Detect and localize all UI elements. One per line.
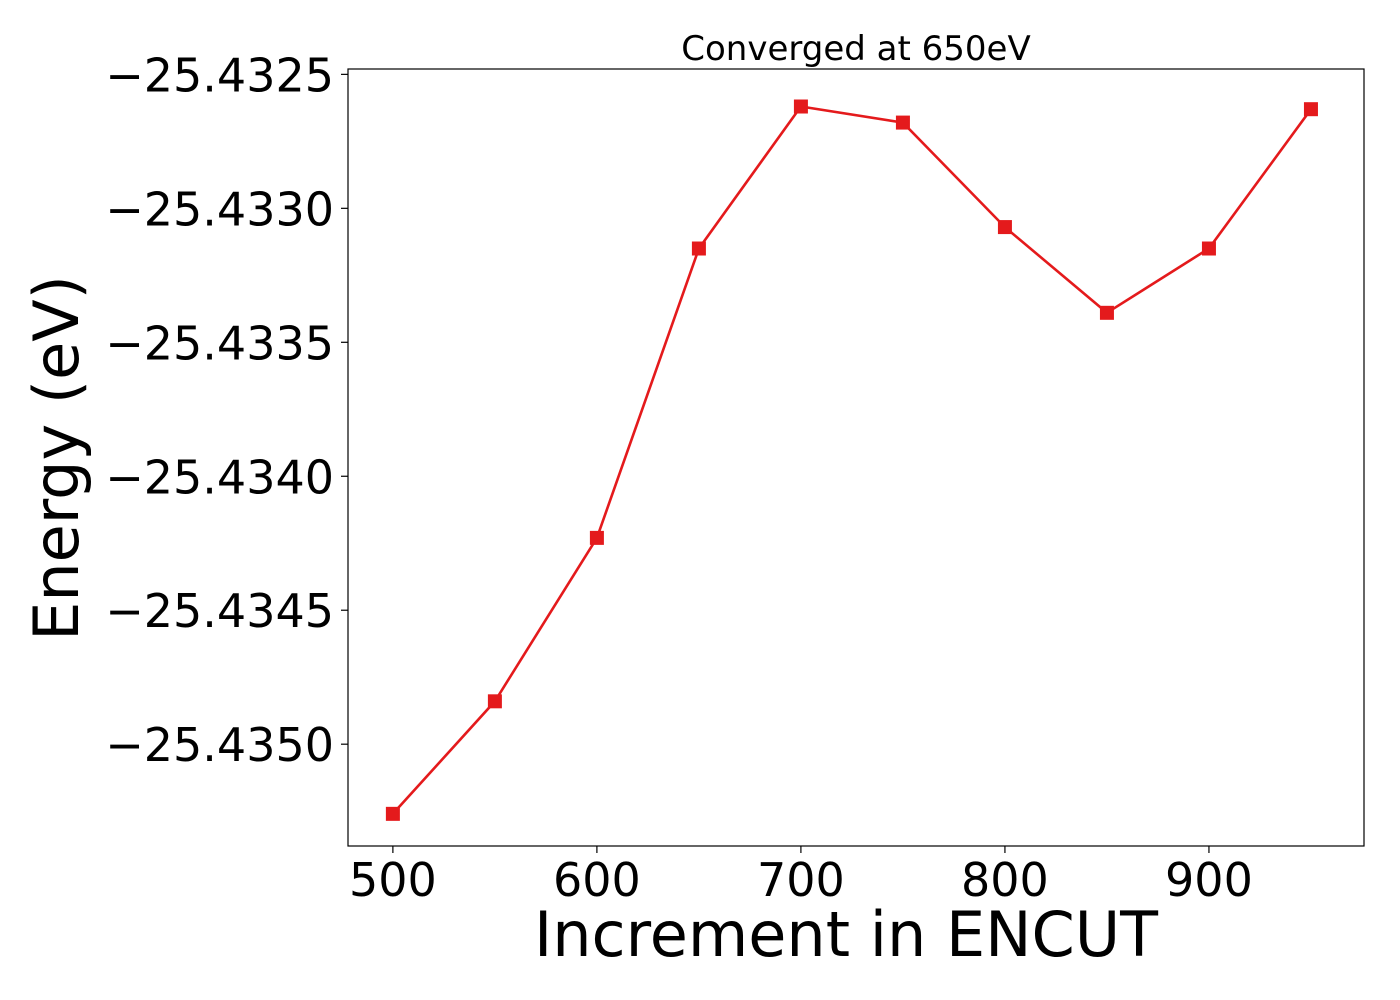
data-point [997, 220, 1012, 235]
data-point [487, 694, 502, 709]
plot-frame [347, 68, 1365, 847]
x-axis-ticks: 500 600 700 800 900 [349, 846, 1253, 907]
data-point [691, 241, 706, 256]
x-tick-label: 700 [757, 853, 845, 907]
y-tick-label: −25.4335 [105, 316, 334, 370]
series-line [391, 105, 1313, 815]
y-tick-label: −25.4325 [105, 48, 334, 102]
y-tick-label: −25.4350 [105, 718, 334, 772]
data-point [1303, 102, 1318, 117]
x-tick-label: 900 [1165, 853, 1253, 907]
data-point [895, 115, 910, 130]
chart-title: Converged at 650eV [681, 29, 1030, 69]
y-tick-label: −25.4340 [105, 450, 334, 504]
x-tick-label: 600 [553, 853, 641, 907]
y-tick-label: −25.4345 [105, 584, 334, 638]
x-tick-label: 500 [349, 853, 437, 907]
data-point [385, 806, 400, 821]
y-tick-label: −25.4330 [105, 182, 334, 236]
data-point [1201, 241, 1216, 256]
x-tick-label: 800 [961, 853, 1049, 907]
plot-marks [385, 99, 1318, 821]
data-point [1099, 305, 1114, 320]
x-axis-label: Increment in ENCUT [534, 898, 1159, 971]
data-point [589, 530, 604, 545]
y-axis-ticks: −25.4325 −25.4330 −25.4335 −25.4340 −25.4345… [105, 48, 348, 772]
data-point [793, 99, 808, 114]
y-axis-label: Energy (eV) [20, 275, 93, 641]
